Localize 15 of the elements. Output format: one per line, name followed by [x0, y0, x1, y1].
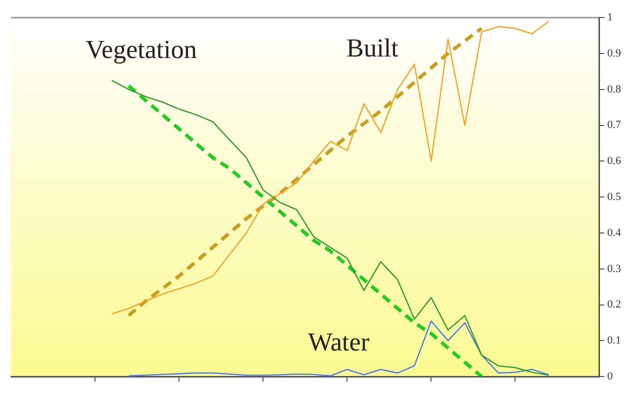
series-label: Water — [308, 328, 370, 357]
y-tick-label: 0 — [607, 370, 614, 382]
series-label: Vegetation — [86, 35, 197, 64]
y-tick-label: 0.3 — [607, 262, 622, 275]
y-tick-label: 0.7 — [607, 119, 622, 132]
y-tick-label: 0.1 — [607, 334, 621, 347]
y-tick-label: 0.2 — [607, 298, 621, 311]
y-tick-label: 0.6 — [607, 155, 622, 168]
y-tick-label: 1 — [607, 11, 613, 24]
y-tick-label: 0.5 — [607, 190, 622, 203]
y-tick-label: 0.8 — [607, 83, 622, 96]
series-label: Built — [346, 33, 400, 62]
y-tick-label: 0.4 — [607, 226, 622, 239]
line-series — [126, 84, 484, 377]
y-tick-label: 0.9 — [607, 47, 622, 60]
